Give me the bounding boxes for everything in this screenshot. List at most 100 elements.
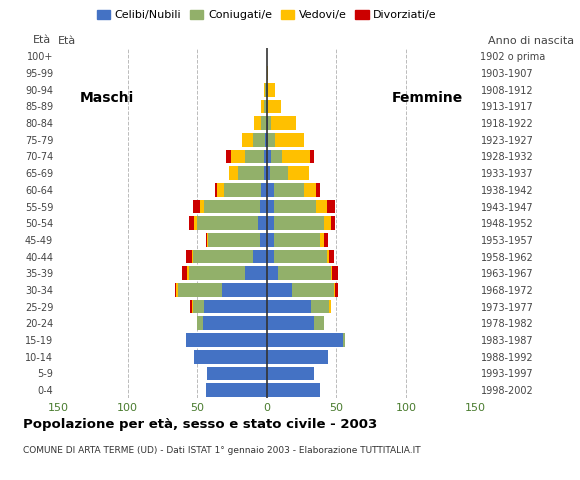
Text: Anno di nascita: Anno di nascita (488, 36, 574, 46)
Bar (176, 283, 177, 297)
Bar (197, 216, 259, 230)
Bar (186, 250, 191, 264)
Bar (254, 116, 261, 130)
Bar (311, 300, 329, 313)
Legend: Celibi/Nubili, Coniugati/e, Vedovi/e, Divorziati/e: Celibi/Nubili, Coniugati/e, Vedovi/e, Di… (92, 6, 441, 25)
Bar (316, 200, 327, 213)
Bar (204, 200, 260, 213)
Bar (268, 99, 281, 113)
Bar (331, 216, 335, 230)
Bar (261, 116, 267, 130)
Bar (267, 166, 270, 180)
Bar (193, 200, 200, 213)
Text: Maschi: Maschi (79, 91, 134, 105)
Bar (268, 116, 271, 130)
Bar (264, 83, 266, 96)
Bar (224, 183, 261, 197)
Bar (267, 133, 268, 146)
Bar (267, 350, 328, 363)
Bar (267, 316, 314, 330)
Bar (267, 216, 274, 230)
Bar (253, 133, 266, 146)
Bar (217, 183, 224, 197)
Bar (266, 133, 267, 146)
Bar (190, 300, 191, 313)
Bar (327, 250, 329, 264)
Bar (267, 383, 320, 397)
Bar (205, 233, 207, 247)
Bar (229, 166, 238, 180)
Bar (194, 216, 197, 230)
Bar (274, 250, 327, 264)
Bar (226, 150, 231, 163)
Bar (261, 183, 267, 197)
Bar (329, 250, 334, 264)
Bar (268, 83, 275, 96)
Bar (320, 233, 324, 247)
Bar (267, 233, 274, 247)
Bar (266, 83, 267, 96)
Bar (329, 300, 331, 313)
Bar (310, 150, 314, 163)
Bar (268, 133, 275, 146)
Bar (288, 166, 309, 180)
Bar (264, 99, 267, 113)
Bar (267, 66, 268, 80)
Bar (194, 350, 267, 363)
Bar (267, 283, 292, 297)
Bar (334, 283, 335, 297)
Bar (267, 183, 274, 197)
Bar (327, 200, 335, 213)
Text: Età: Età (33, 35, 51, 45)
Bar (207, 367, 267, 380)
Bar (191, 250, 193, 264)
Bar (207, 233, 208, 247)
Bar (205, 383, 267, 397)
Bar (282, 150, 310, 163)
Bar (267, 250, 274, 264)
Bar (193, 250, 253, 264)
Bar (182, 266, 187, 280)
Bar (242, 133, 253, 146)
Bar (175, 283, 176, 297)
Bar (267, 200, 274, 213)
Bar (267, 83, 268, 96)
Bar (267, 266, 278, 280)
Bar (278, 266, 331, 280)
Bar (316, 183, 320, 197)
Bar (292, 283, 334, 297)
Bar (261, 99, 264, 113)
Bar (231, 150, 245, 163)
Bar (271, 150, 282, 163)
Bar (274, 233, 320, 247)
Bar (260, 200, 267, 213)
Bar (324, 216, 331, 230)
Bar (189, 266, 245, 280)
Bar (193, 300, 204, 313)
Bar (260, 233, 267, 247)
Bar (274, 183, 304, 197)
Bar (267, 333, 343, 347)
Bar (314, 316, 324, 330)
Bar (197, 316, 203, 330)
Bar (274, 200, 316, 213)
Bar (274, 216, 324, 230)
Bar (270, 166, 288, 180)
Bar (343, 333, 345, 347)
Bar (191, 300, 193, 313)
Bar (332, 266, 338, 280)
Bar (245, 150, 264, 163)
Bar (200, 200, 204, 213)
Text: Femmine: Femmine (392, 91, 462, 105)
Bar (267, 367, 314, 380)
Bar (267, 150, 271, 163)
Bar (267, 300, 311, 313)
Bar (238, 166, 264, 180)
Bar (187, 266, 189, 280)
Bar (186, 333, 267, 347)
Bar (245, 266, 267, 280)
Bar (215, 183, 217, 197)
Bar (259, 216, 267, 230)
Bar (335, 283, 338, 297)
Bar (324, 233, 328, 247)
